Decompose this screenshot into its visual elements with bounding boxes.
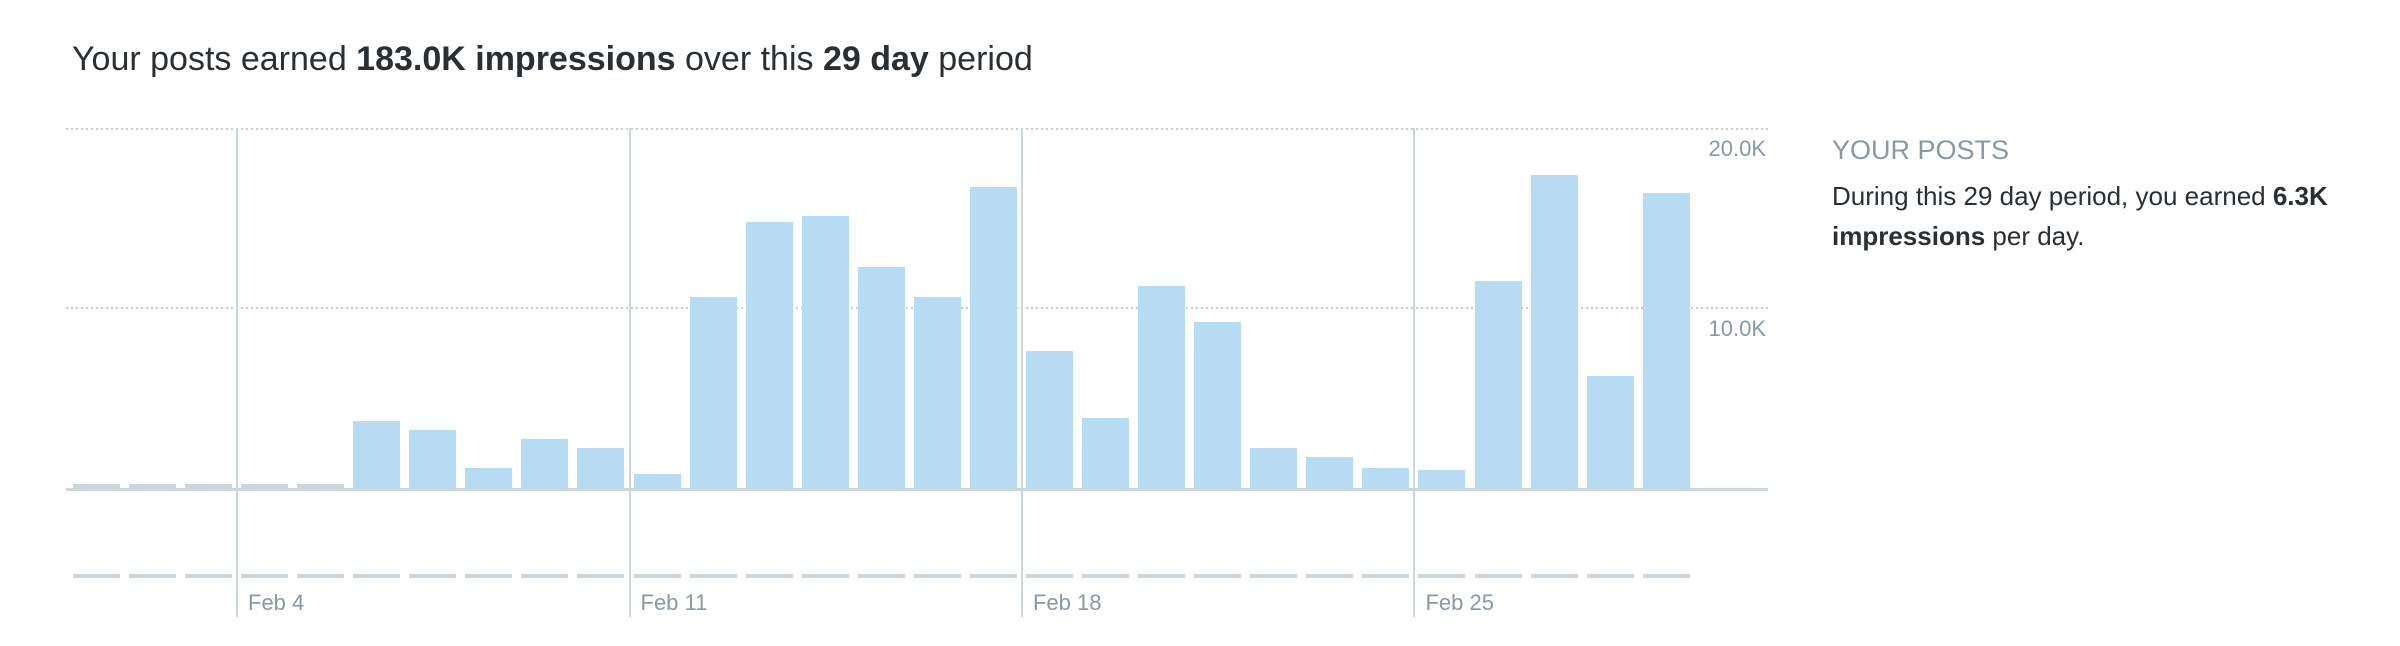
panel-summary-line-1: During this 29 day period, you earned 6.… (1832, 176, 2392, 216)
title-segment: over this (675, 40, 823, 78)
title-total-impressions: 183.0K impressions (356, 40, 676, 78)
zero-dash-feb-23 (1306, 574, 1354, 578)
bar-feb-13[interactable] (745, 222, 793, 488)
your-posts-panel: YOUR POSTS During this 29 day period, yo… (1832, 134, 2392, 256)
gridline-20k (66, 128, 1768, 130)
bar-feb-9[interactable] (521, 439, 569, 488)
zero-dash-feb-1 (72, 574, 120, 578)
zero-dash-feb-15 (857, 574, 905, 578)
bar-feb-20[interactable] (1138, 286, 1186, 488)
bar-feb-4[interactable] (241, 484, 288, 488)
bar-feb-8[interactable] (465, 468, 513, 488)
zero-dash-feb-16 (913, 574, 961, 578)
zero-dash-feb-24 (1362, 574, 1410, 578)
zero-dash-feb-4 (241, 574, 288, 578)
zero-dash-feb-29 (1642, 574, 1690, 578)
bar-feb-25[interactable] (1418, 470, 1466, 488)
zero-dash-feb-21 (1194, 574, 1242, 578)
zero-dash-feb-9 (521, 574, 569, 578)
title-segment: period (928, 40, 1033, 78)
y-axis-tick-10k: 10.0K (1708, 316, 1767, 341)
zero-dash-feb-17 (969, 574, 1017, 578)
x-axis-tick-feb-11: Feb 11 (640, 590, 708, 615)
bar-feb-18[interactable] (1025, 351, 1073, 488)
bar-feb-3[interactable] (184, 484, 232, 488)
zero-dash-feb-28 (1586, 574, 1634, 578)
bar-feb-1[interactable] (72, 484, 120, 488)
zero-dash-feb-22 (1250, 574, 1298, 578)
title-segment: Your posts earned (72, 40, 357, 78)
zero-dash-feb-26 (1474, 574, 1522, 578)
panel-text-bold: impressions (1832, 221, 1986, 251)
bar-feb-24[interactable] (1362, 468, 1410, 488)
zero-dash-feb-20 (1138, 574, 1186, 578)
zero-dash-feb-3 (184, 574, 232, 578)
week-gridline-feb-4 (236, 128, 238, 617)
x-axis-tick-feb-18: Feb 18 (1032, 590, 1102, 615)
zero-dash-feb-5 (297, 574, 345, 578)
zero-dash-feb-10 (577, 574, 625, 578)
zero-dash-feb-7 (409, 574, 457, 578)
zero-dash-feb-25 (1418, 574, 1466, 578)
zero-dash-feb-14 (801, 574, 849, 578)
bar-feb-17[interactable] (969, 187, 1017, 488)
bar-feb-10[interactable] (577, 448, 625, 488)
week-gridline-feb-25 (1413, 128, 1416, 617)
zero-dash-feb-19 (1082, 574, 1130, 578)
week-gridline-feb-18 (1020, 128, 1023, 617)
panel-text: per day. (1985, 221, 2085, 251)
bar-feb-21[interactable] (1194, 322, 1242, 488)
bar-feb-2[interactable] (128, 484, 176, 488)
bar-feb-5[interactable] (297, 484, 345, 488)
panel-text: During this 29 day period, you earned (1832, 181, 2273, 211)
x-axis-tick-feb-25: Feb 25 (1425, 590, 1494, 615)
zero-dash-feb-11 (633, 574, 681, 578)
bar-feb-11[interactable] (633, 474, 681, 488)
panel-heading: YOUR POSTS (1832, 135, 2010, 165)
panel-summary: During this 29 day period, you earned 6.… (1832, 176, 2392, 256)
zero-dash-feb-27 (1530, 574, 1578, 578)
bar-feb-29[interactable] (1642, 193, 1690, 488)
bar-feb-16[interactable] (913, 297, 961, 488)
panel-avg-value: 6.3K (2272, 181, 2328, 211)
bar-feb-27[interactable] (1530, 175, 1578, 488)
impressions-bar-chart: 20.0K 10.0K Feb 4 Feb 11 Feb 18 Feb 25 (66, 128, 1768, 617)
zero-dash-feb-8 (465, 574, 513, 578)
zero-dash-feb-18 (1025, 574, 1073, 578)
x-axis-tick-feb-4: Feb 4 (248, 590, 305, 615)
bar-feb-28[interactable] (1586, 376, 1634, 488)
bar-feb-14[interactable] (801, 216, 849, 488)
bar-feb-23[interactable] (1306, 457, 1354, 488)
bar-feb-15[interactable] (857, 267, 905, 488)
bar-feb-26[interactable] (1474, 281, 1522, 488)
bar-feb-6[interactable] (353, 421, 401, 488)
zero-dash-feb-6 (353, 574, 401, 578)
zero-dash-feb-13 (745, 574, 793, 578)
y-axis-tick-20k: 20.0K (1708, 136, 1767, 161)
week-gridline-feb-11 (628, 128, 631, 617)
page-title: Your posts earned 183.0K impressions ove… (72, 38, 1033, 80)
bar-feb-7[interactable] (409, 430, 457, 488)
bar-feb-19[interactable] (1082, 418, 1130, 488)
title-period-days: 29 day (822, 40, 929, 78)
zero-dash-feb-2 (128, 574, 176, 578)
panel-summary-line-2: impressions per day. (1832, 216, 2392, 256)
bar-feb-12[interactable] (689, 297, 737, 488)
zero-dash-feb-12 (689, 574, 737, 578)
bar-feb-22[interactable] (1250, 448, 1298, 488)
